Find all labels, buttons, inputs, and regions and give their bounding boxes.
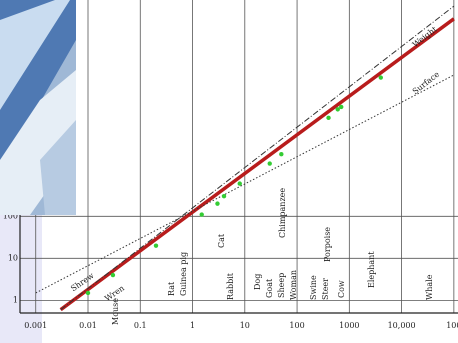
x-tick-label: 10 <box>240 321 250 330</box>
data-point <box>215 201 219 205</box>
page: {"chart_data": {"type": "line", "xscale"… <box>0 0 458 343</box>
data-point <box>154 243 158 247</box>
animal-label: Whale <box>425 274 434 300</box>
x-tick-label: 0.001 <box>24 321 47 330</box>
animal-label: Rat <box>167 281 176 296</box>
x-tick-label: 10,000 <box>388 321 416 330</box>
animal-label: Rabbit <box>226 272 235 300</box>
x-tick-label: 1000 <box>339 321 359 330</box>
data-point <box>268 161 272 165</box>
data-point <box>86 291 90 295</box>
data-point <box>326 116 330 120</box>
chart: 0.0010.010.1110100100010,000100110100Wei… <box>0 0 458 343</box>
animal-label: Cat <box>217 233 226 248</box>
animal-label: Cow <box>337 280 346 298</box>
y-tick-label: 10 <box>8 253 18 262</box>
animal-label: Sheep <box>277 273 286 298</box>
x-tick-label: 0.1 <box>134 321 147 330</box>
x-tick-label: 1 <box>190 321 195 330</box>
data-point <box>111 273 115 277</box>
animal-label: Chimpanzee <box>278 188 287 238</box>
animal-label: Guinea pig <box>179 252 188 296</box>
animal-label: Swine <box>309 275 318 300</box>
data-point <box>200 212 204 216</box>
data-point <box>238 181 242 185</box>
data-point <box>339 105 343 109</box>
animal-label: Mouse <box>111 298 120 325</box>
animal-label: Elephant <box>367 251 376 288</box>
x-tick-label: 0.01 <box>79 321 97 330</box>
y-tick-label: 1 <box>13 295 18 304</box>
data-point <box>222 194 226 198</box>
data-point <box>279 152 283 156</box>
animal-label: Steer <box>321 278 330 300</box>
x-tick-label: 100 <box>446 321 458 330</box>
photo-overlay <box>0 0 76 215</box>
animal-label: Porpoise <box>323 227 332 262</box>
animal-label: Goat <box>265 278 274 298</box>
x-tick-label: 100 <box>289 321 304 330</box>
data-point <box>379 75 383 79</box>
animal-label: Woman <box>289 270 298 300</box>
animal-label: Dog <box>253 274 262 290</box>
